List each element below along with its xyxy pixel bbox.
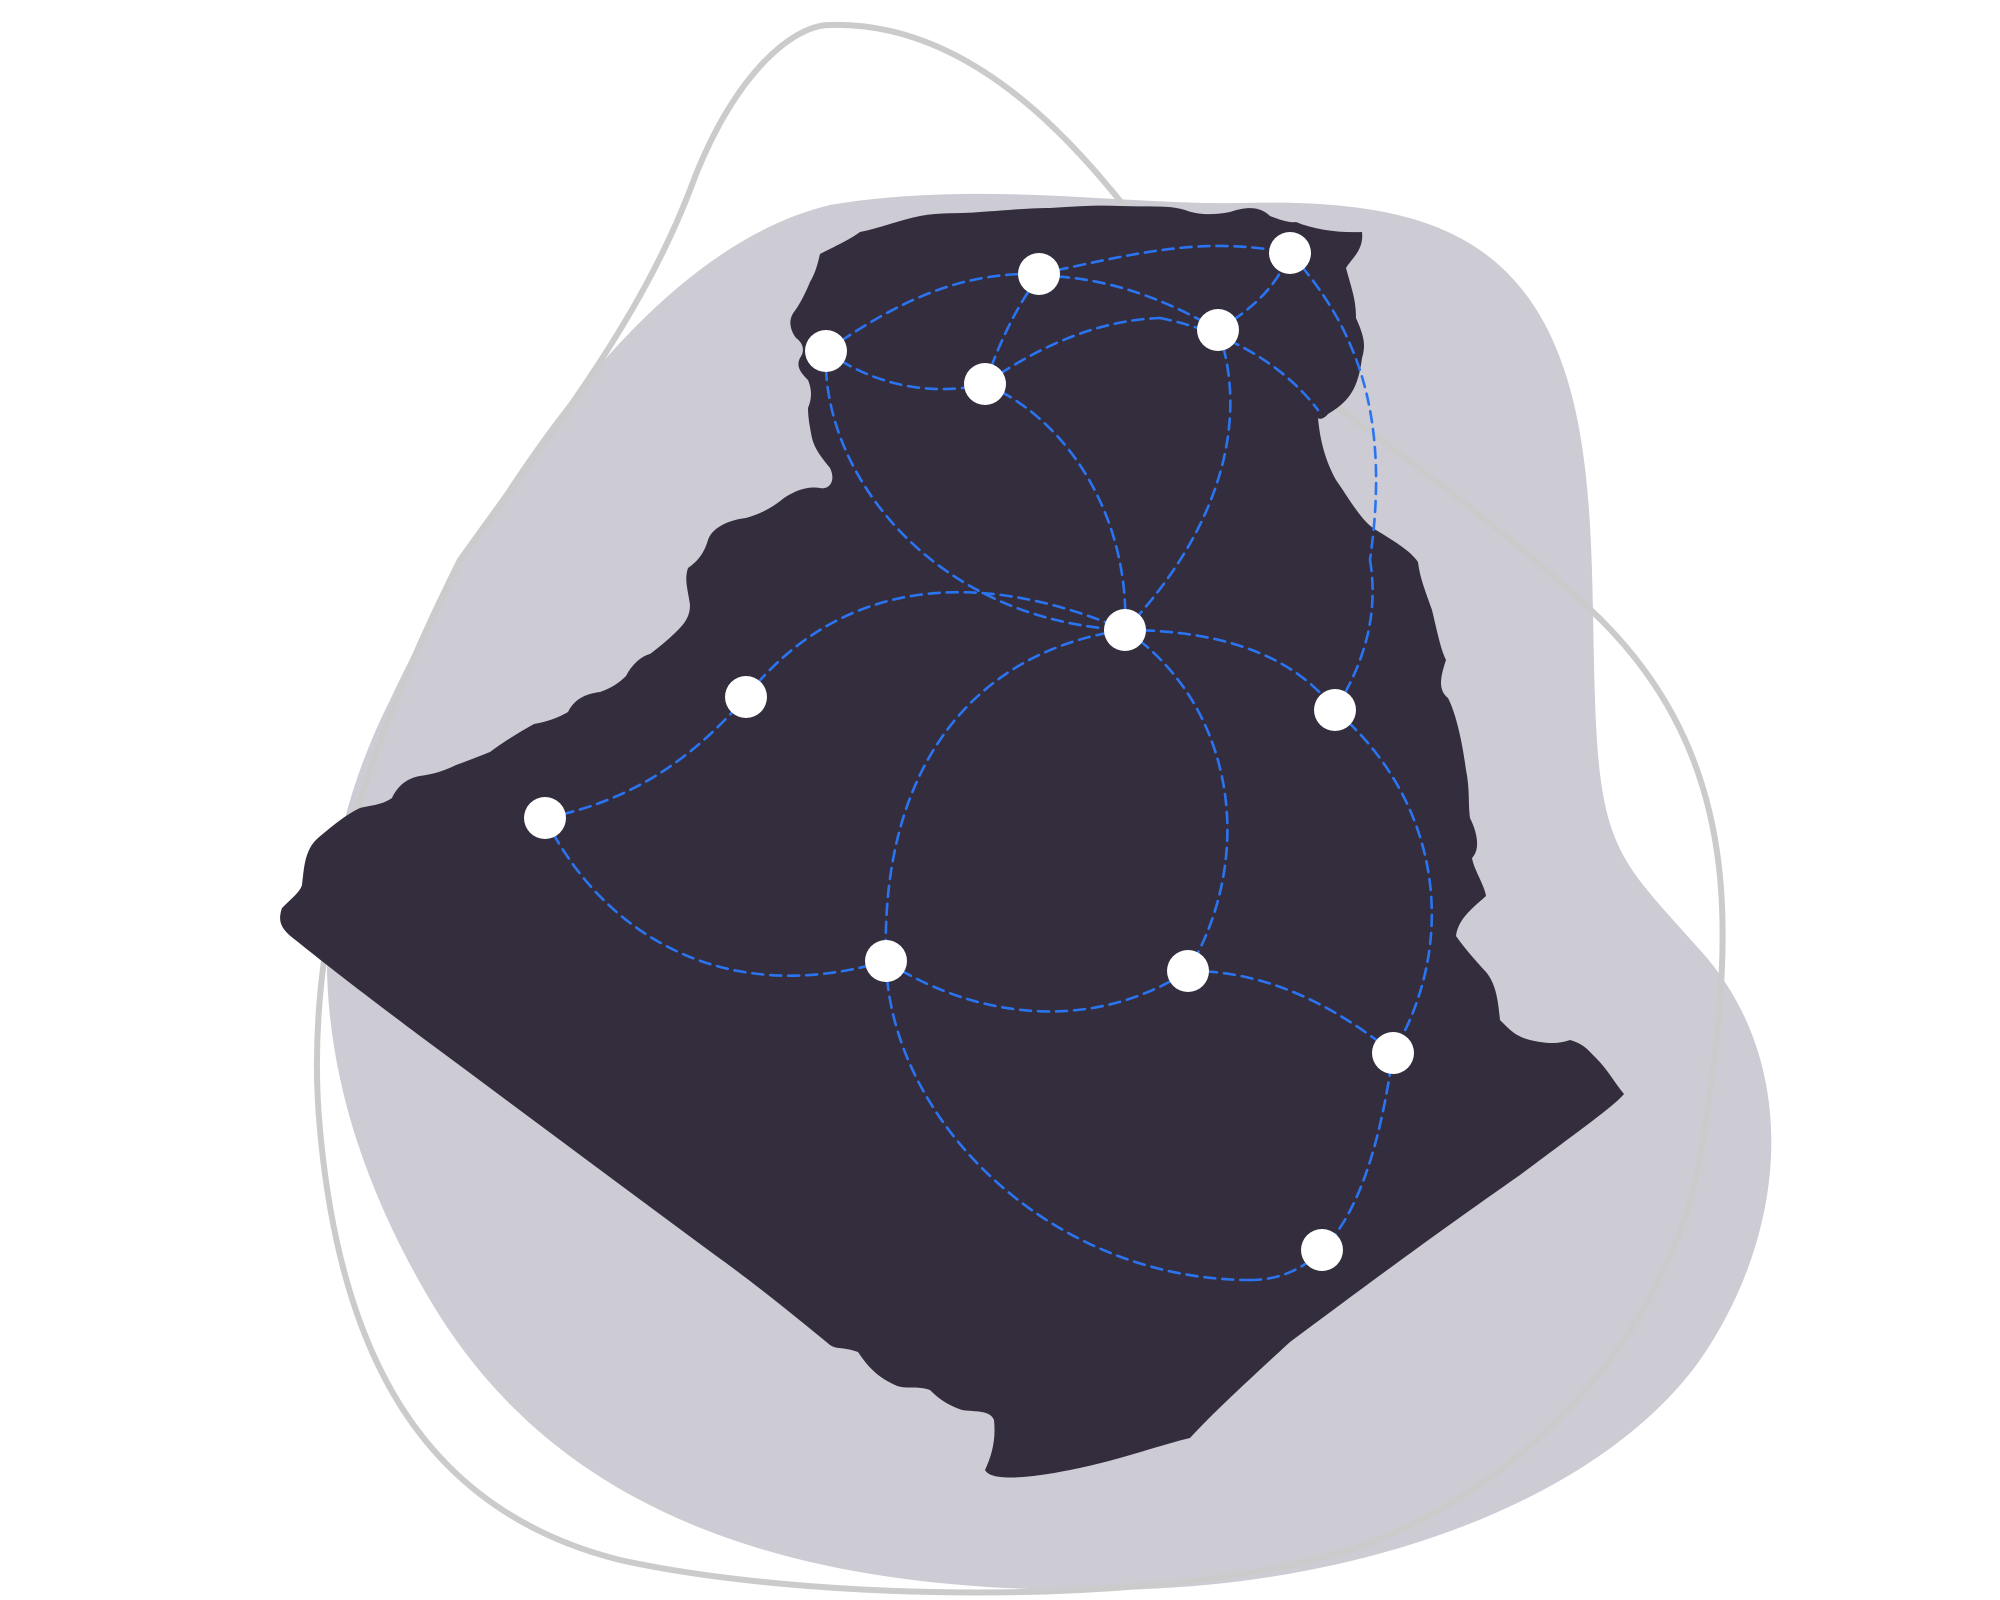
map-node[interactable] [725, 676, 767, 718]
map-nodes [524, 232, 1414, 1271]
route-arc [543, 695, 748, 820]
map-node[interactable] [964, 363, 1006, 405]
map-node[interactable] [805, 330, 847, 372]
map-node[interactable] [1167, 950, 1209, 992]
map-node[interactable] [1104, 609, 1146, 651]
map-node[interactable] [1197, 309, 1239, 351]
route-arc [884, 959, 1252, 1282]
country-silhouette [280, 205, 1624, 1478]
route-arc [1158, 316, 1320, 412]
route-arc [1123, 628, 1229, 973]
route-arc [1333, 558, 1374, 712]
route-arc [1333, 708, 1434, 1055]
map-node[interactable] [865, 940, 907, 982]
map-node[interactable] [1301, 1229, 1343, 1271]
route-arc [1248, 1051, 1395, 1282]
route-arc [983, 382, 1127, 632]
route-arc [1037, 244, 1292, 276]
map-node[interactable] [1269, 232, 1311, 274]
route-arc [1288, 251, 1378, 562]
route-arc [744, 590, 1127, 699]
route-arc [983, 316, 1162, 386]
route-arc [1123, 328, 1232, 632]
map-node[interactable] [1018, 253, 1060, 295]
route-arc [824, 272, 1041, 353]
route-network [543, 244, 1434, 1282]
route-arc [1123, 628, 1337, 712]
route-arc [884, 628, 1127, 963]
map-node[interactable] [524, 797, 566, 839]
route-arc [884, 959, 1190, 1013]
route-arc [824, 349, 1127, 632]
route-arc [543, 816, 888, 977]
route-arc [1186, 969, 1395, 1055]
map-node[interactable] [1372, 1032, 1414, 1074]
map-node[interactable] [1314, 689, 1356, 731]
